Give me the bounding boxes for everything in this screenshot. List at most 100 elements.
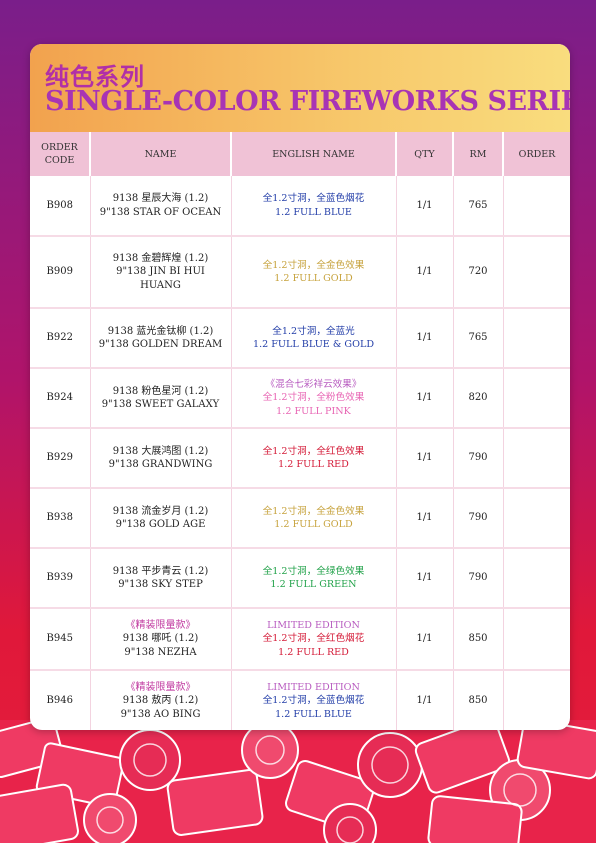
english-name-cell: 全1.2寸洞，全绿色效果 1.2 FULL GREEN	[231, 548, 397, 609]
english-name-cell: 全1.2寸洞，全金色效果 1.2 FULL GOLD	[231, 488, 397, 549]
table-row: B922 9138 蓝光金钛柳 (1.2) 9"138 GOLDEN DREAM 全1…	[30, 308, 570, 369]
qty-cell: 1/1	[396, 176, 454, 237]
product-name-line: 《精装限量款》	[125, 619, 196, 631]
column-header-name: NAME	[90, 132, 232, 176]
english-name-line: 1.2 FULL GOLD	[274, 273, 353, 284]
product-table: ORDER CODE NAME ENGLISH NAME QTY RM ORDE…	[30, 132, 570, 730]
product-name-cell: 9138 金碧辉煌 (1.2) 9"138 JIN BI HUI HUANG	[90, 236, 232, 309]
product-name-cell: 9138 流金岁月 (1.2) 9"138 GOLD AGE	[90, 488, 232, 549]
english-name-line: 《混合七彩祥云效果》	[265, 378, 362, 390]
qty-cell: 1/1	[396, 236, 454, 309]
order-code-cell: B945	[30, 608, 91, 671]
english-name-line: 1.2 FULL PINK	[276, 405, 351, 417]
order-code-cell: B924	[30, 368, 91, 429]
order-input-cell[interactable]	[503, 670, 570, 730]
price-rm-cell: 765	[453, 308, 504, 369]
product-name-line: 9"138 GRANDWING	[108, 459, 213, 470]
english-name-line: 全1.2寸洞，全红色效果	[262, 445, 365, 457]
english-name-cell: 全1.2寸洞，全金色效果 1.2 FULL GOLD	[231, 236, 397, 309]
table-row: B939 9138 平步青云 (1.2) 9"138 SKY STEP 全1.2寸洞，…	[30, 548, 570, 609]
english-name-line: 全1.2寸洞，全绿色效果	[262, 565, 365, 577]
english-name-line: LIMITED EDITION	[267, 681, 360, 693]
order-code-cell: B929	[30, 428, 91, 489]
english-name-line: 全1.2寸洞，全金色效果	[262, 259, 365, 271]
english-name-line: 1.2 FULL RED	[278, 646, 349, 658]
product-name-line: 9"138 GOLDEN DREAM	[98, 339, 223, 350]
qty-cell: 1/1	[396, 368, 454, 429]
price-rm-cell: 820	[453, 368, 504, 429]
product-name-line: 9138 粉色星河 (1.2)	[112, 385, 209, 397]
order-input-cell[interactable]	[503, 608, 570, 671]
english-name-cell: 全1.2寸洞，全蓝色烟花 1.2 FULL BLUE	[231, 176, 397, 237]
english-name-line: 1.2 FULL BLUE & GOLD	[252, 339, 375, 350]
price-rm-cell: 790	[453, 548, 504, 609]
column-header-qty: QTY	[396, 132, 454, 176]
product-name-line: 9138 哪吒 (1.2)	[122, 633, 199, 645]
order-code-cell: B908	[30, 176, 91, 237]
order-code-cell: B909	[30, 236, 91, 309]
series-title-english: SINGLE-COLOR FIREWORKS SERIES	[45, 86, 570, 117]
order-input-cell[interactable]	[503, 488, 570, 549]
product-name-line: HUANG	[140, 279, 181, 291]
english-name-line: 1.2 FULL BLUE	[275, 708, 352, 720]
product-name-cell: 《精装限量款》 9138 哪吒 (1.2) 9"138 NEZHA	[90, 608, 232, 671]
product-name-line: 《精装限量款》	[125, 681, 196, 693]
column-header-english-name: ENGLISH NAME	[231, 132, 397, 176]
english-name-line: 全1.2寸洞，全粉色效果	[262, 392, 365, 404]
english-name-line: 全1.2寸洞，全红色烟花	[262, 633, 365, 645]
order-code-cell: B939	[30, 548, 91, 609]
order-input-cell[interactable]	[503, 428, 570, 489]
product-name-line: 9138 流金岁月 (1.2)	[112, 505, 209, 517]
english-name-line: 全1.2寸洞，全金色效果	[262, 505, 365, 517]
product-name-line: 9138 蓝光金钛柳 (1.2)	[107, 325, 214, 337]
order-input-cell[interactable]	[503, 176, 570, 237]
order-input-cell[interactable]	[503, 308, 570, 369]
table-row: B946 《精装限量款》 9138 敖丙 (1.2) 9"138 AO BING LIM…	[30, 670, 570, 730]
red-packets-illustration	[0, 720, 596, 843]
order-input-cell[interactable]	[503, 368, 570, 429]
product-name-line: 9"138 SKY STEP	[118, 579, 203, 590]
series-title-chinese: 纯色系列	[45, 63, 145, 91]
qty-cell: 1/1	[396, 428, 454, 489]
product-name-line: 9"138 AO BING	[120, 708, 201, 720]
english-name-line: 1.2 FULL RED	[278, 459, 349, 470]
table-row: B909 9138 金碧辉煌 (1.2) 9"138 JIN BI HUI HUANG…	[30, 236, 570, 309]
table-row: B908 9138 星辰大海 (1.2) 9"138 STAR OF OCEAN 全1…	[30, 176, 570, 237]
product-name-line: 9"138 SWEET GALAXY	[101, 399, 220, 410]
decorative-red-packets-background	[0, 720, 596, 843]
product-name-line: 9"138 JIN BI HUI	[116, 266, 205, 278]
english-name-cell: LIMITED EDITION 全1.2寸洞，全红色烟花 1.2 FULL RED	[231, 608, 397, 671]
qty-cell: 1/1	[396, 308, 454, 369]
order-code-cell: B922	[30, 308, 91, 369]
product-list-card: 纯色系列 SINGLE-COLOR FIREWORKS SERIES ORDER…	[30, 44, 570, 730]
product-name-line: 9"138 STAR OF OCEAN	[99, 206, 222, 218]
table-row: B929 9138 大展鸿图 (1.2) 9"138 GRANDWING 全1.2寸洞…	[30, 428, 570, 489]
price-rm-cell: 790	[453, 488, 504, 549]
price-rm-cell: 765	[453, 176, 504, 237]
english-name-line: 1.2 FULL GREEN	[270, 579, 357, 590]
price-rm-cell: 790	[453, 428, 504, 489]
qty-cell: 1/1	[396, 670, 454, 730]
column-header-order-code: ORDER CODE	[30, 132, 91, 176]
english-name-line: LIMITED EDITION	[267, 619, 360, 631]
table-row: B938 9138 流金岁月 (1.2) 9"138 GOLD AGE 全1.2寸洞，…	[30, 488, 570, 549]
product-name-line: 9138 平步青云 (1.2)	[112, 565, 209, 577]
english-name-line: 1.2 FULL GOLD	[274, 519, 353, 530]
price-rm-cell: 850	[453, 608, 504, 671]
product-name-cell: 9138 大展鸿图 (1.2) 9"138 GRANDWING	[90, 428, 232, 489]
english-name-line: 全1.2寸洞，全蓝色烟花	[262, 193, 365, 204]
order-code-cell: B938	[30, 488, 91, 549]
qty-cell: 1/1	[396, 488, 454, 549]
qty-cell: 1/1	[396, 548, 454, 609]
product-name-line: 9"138 GOLD AGE	[115, 519, 206, 530]
price-rm-cell: 720	[453, 236, 504, 309]
english-name-cell: 全1.2寸洞，全红色效果 1.2 FULL RED	[231, 428, 397, 489]
order-input-cell[interactable]	[503, 236, 570, 309]
product-name-cell: 9138 蓝光金钛柳 (1.2) 9"138 GOLDEN DREAM	[90, 308, 232, 369]
english-name-line: 全1.2寸洞，全蓝色烟花	[262, 695, 365, 707]
english-name-cell: 《混合七彩祥云效果》 全1.2寸洞，全粉色效果 1.2 FULL PINK	[231, 368, 397, 429]
order-input-cell[interactable]	[503, 548, 570, 609]
table-row: B945 《精装限量款》 9138 哪吒 (1.2) 9"138 NEZHA LIMIT…	[30, 608, 570, 671]
series-header: 纯色系列 SINGLE-COLOR FIREWORKS SERIES	[30, 44, 570, 132]
english-name-line: 1.2 FULL BLUE	[275, 206, 352, 218]
